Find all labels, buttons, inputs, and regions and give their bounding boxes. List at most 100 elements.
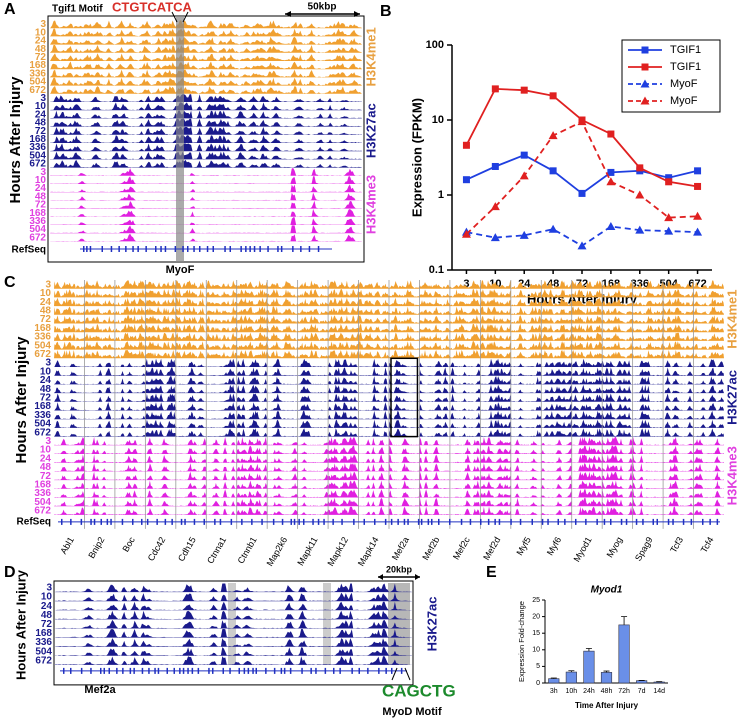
- hour-label: 168: [35, 628, 52, 639]
- legend-marker: [641, 46, 649, 54]
- exon: [292, 246, 294, 252]
- data-point: [462, 176, 470, 184]
- data-point: [548, 131, 558, 140]
- hour-label: 336: [34, 488, 51, 499]
- highlight-box: [390, 357, 419, 438]
- signal-track: [50, 36, 362, 45]
- exon: [108, 667, 110, 674]
- hour-label: 168: [29, 134, 46, 145]
- exon: [656, 518, 658, 525]
- error-bar: [550, 677, 557, 679]
- exon: [187, 667, 189, 674]
- exon: [494, 518, 496, 525]
- hour-label: 672: [34, 427, 51, 438]
- scale-label: 20kbp: [386, 564, 413, 574]
- motif-pointer: [171, 11, 178, 23]
- panel-label: A: [4, 1, 16, 18]
- data-point: [606, 177, 616, 186]
- hour-label: 24: [40, 297, 52, 308]
- signal-track: [50, 168, 362, 176]
- exon: [164, 518, 167, 525]
- exon: [193, 246, 195, 252]
- refseq-label: RefSeq: [12, 245, 46, 256]
- exon: [635, 518, 638, 525]
- series-line: [465, 120, 698, 235]
- data-point: [577, 241, 587, 250]
- gene-label: Bnip2: [86, 535, 106, 560]
- y-axis-label: Expression Fold-change: [517, 601, 526, 682]
- bar: [653, 681, 665, 684]
- y-tick-label: 0: [536, 680, 540, 687]
- exon: [173, 667, 175, 674]
- gene-label: Mef2c: [451, 535, 472, 562]
- exon: [400, 667, 403, 674]
- hour-label: 504: [34, 497, 51, 508]
- gene-label: Boc: [121, 535, 138, 554]
- motif-pointer: [391, 667, 398, 681]
- exon: [137, 246, 139, 252]
- gene-label: Abl1: [58, 535, 76, 556]
- data-point: [461, 229, 471, 238]
- hour-label: 504: [34, 419, 51, 430]
- signal-track: [55, 583, 412, 593]
- signal-track: [50, 28, 362, 37]
- signal-track: [55, 610, 412, 620]
- hour-label: 336: [34, 410, 51, 421]
- exon: [146, 518, 149, 525]
- exon: [101, 246, 103, 252]
- exon: [118, 246, 120, 252]
- signal-track: [54, 332, 724, 341]
- hour-label: 168: [34, 480, 51, 491]
- legend-label: MyoF: [670, 78, 698, 90]
- data-point: [694, 167, 702, 175]
- exon: [241, 518, 243, 525]
- x-tick-label: 72h: [618, 688, 630, 695]
- gene-label: Tcf3: [668, 535, 685, 554]
- data-point: [664, 213, 674, 222]
- gene-label: Myf5: [514, 535, 532, 557]
- exon: [80, 518, 83, 525]
- x-tick-label: 48h: [601, 688, 613, 695]
- hour-label: 48: [41, 610, 53, 621]
- signal-track: [50, 143, 362, 152]
- exon: [339, 667, 341, 674]
- exon: [129, 667, 132, 674]
- bar: [565, 671, 577, 684]
- hour-label: 10: [40, 366, 52, 377]
- exon: [89, 246, 92, 252]
- exon: [247, 667, 250, 674]
- hour-label: 336: [34, 332, 51, 343]
- exon: [70, 518, 72, 525]
- exon: [367, 667, 369, 674]
- data-point: [607, 168, 615, 176]
- exon: [132, 246, 134, 252]
- exon: [141, 518, 143, 525]
- y-tick-label: 10: [432, 114, 444, 126]
- exon: [251, 518, 253, 525]
- hour-label: 672: [35, 655, 52, 666]
- hour-label: 3: [46, 583, 52, 594]
- signal-track: [50, 209, 362, 217]
- data-point: [665, 178, 673, 186]
- exon: [281, 518, 284, 525]
- signal-track: [50, 86, 362, 94]
- data-point: [520, 86, 528, 94]
- exon: [184, 518, 186, 525]
- exon: [438, 518, 440, 525]
- exon: [391, 667, 393, 674]
- exon: [384, 518, 387, 525]
- signal-track: [50, 53, 362, 61]
- exon: [70, 667, 72, 674]
- exon: [267, 246, 269, 252]
- exon: [116, 667, 118, 674]
- y-axis-label: Hours After Injury: [7, 76, 24, 204]
- exon: [229, 667, 231, 674]
- motif-title: Tgif1 Motif: [52, 4, 103, 15]
- y-tick-label: 5: [536, 663, 540, 670]
- exon: [261, 518, 263, 525]
- signal-track: [50, 118, 362, 127]
- motif-pointer: [182, 11, 189, 23]
- signal-track: [50, 102, 362, 111]
- exon: [690, 518, 693, 525]
- bar: [600, 672, 613, 684]
